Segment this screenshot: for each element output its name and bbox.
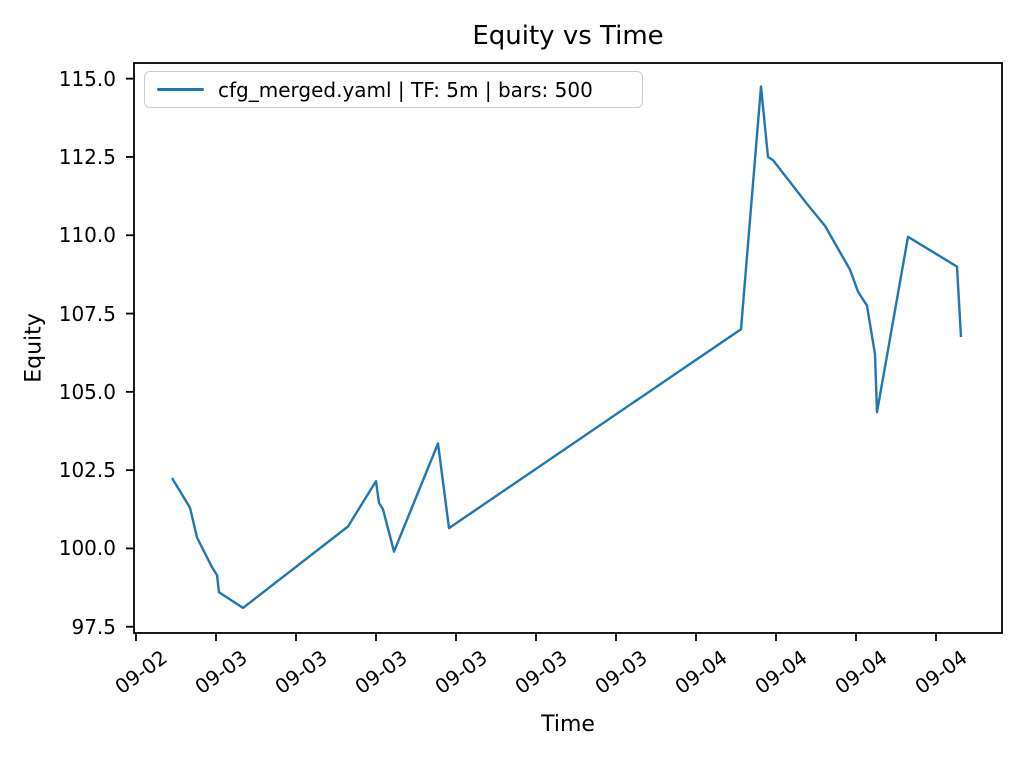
legend-line-sample (157, 88, 204, 91)
y-tick-label: 102.5 (58, 458, 116, 483)
y-tick-label: 105.0 (58, 379, 116, 404)
x-axis-label: Time (541, 712, 595, 737)
y-tick-label: 97.5 (71, 614, 116, 639)
y-tick-label: 100.0 (58, 536, 116, 561)
y-tick-label: 107.5 (58, 301, 116, 326)
axes-frame (133, 62, 1003, 634)
legend: cfg_merged.yaml | TF: 5m | bars: 500 (144, 71, 643, 108)
equity-line (170, 85, 963, 610)
chart-title: Equity vs Time (472, 21, 664, 51)
y-tick-label: 110.0 (58, 223, 116, 248)
y-tick-label: 112.5 (58, 144, 116, 169)
legend-label: cfg_merged.yaml | TF: 5m | bars: 500 (218, 77, 593, 102)
y-axis-label: Equity (21, 313, 47, 383)
y-tick-label: 115.0 (58, 66, 116, 91)
